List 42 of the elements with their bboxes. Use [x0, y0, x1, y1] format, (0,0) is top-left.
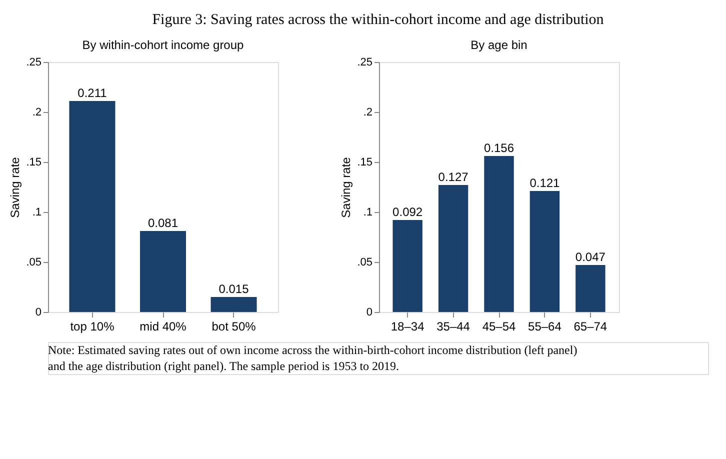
x-tick-label: top 10%: [70, 320, 115, 334]
y-tick-label: .25: [26, 56, 42, 68]
data-label: 0.211: [78, 86, 108, 100]
chart-subtitle: By within-cohort income group: [82, 38, 244, 52]
y-tick-label: .15: [357, 156, 372, 168]
x-tick-label: 18–34: [390, 320, 425, 334]
y-tick-label: .1: [32, 206, 42, 218]
bar: [210, 297, 257, 312]
data-label: 0.156: [484, 141, 514, 155]
y-tick-label: .2: [363, 106, 372, 118]
bar: [576, 265, 606, 312]
chart-subtitle: By age bin: [470, 38, 528, 52]
data-label: 0.015: [218, 282, 250, 296]
y-axis-title: Saving rate: [339, 156, 354, 218]
y-axis-title: Saving rate: [8, 156, 22, 218]
y-tick-label: .2: [32, 106, 42, 118]
data-label: 0.081: [148, 216, 178, 230]
bar: [140, 231, 186, 312]
x-tick-label: 45–54: [482, 320, 516, 334]
y-tick-label: .25: [357, 56, 372, 68]
y-tick-label: .05: [357, 256, 372, 268]
x-tick-label: bot 50%: [212, 320, 256, 334]
bar: [392, 220, 422, 312]
x-tick-label: 55–64: [528, 320, 562, 334]
y-tick-label: 0: [35, 306, 42, 318]
y-tick-label: .15: [26, 156, 42, 168]
x-tick-label: 35–44: [436, 320, 470, 334]
data-label: 0.121: [530, 176, 560, 190]
y-tick-label: .1: [363, 206, 372, 218]
data-label: 0.092: [392, 205, 423, 219]
text: Figure 3: Saving rates across the within-cohort income and age distribution: [152, 12, 604, 28]
bar: [530, 191, 560, 312]
bar: [438, 185, 468, 312]
bar: [484, 156, 514, 312]
bar: [69, 101, 116, 312]
y-tick-label: .05: [26, 256, 42, 268]
data-label: 0.127: [438, 170, 469, 184]
text: Note: Estimated saving rates out of own income across the within-birth-cohort income distribution (left panel) and the age distribution (right panel). The sample period is 1953 to 2019.: [48, 343, 578, 373]
y-tick-label: 0: [366, 306, 372, 318]
x-tick-label: mid 40%: [140, 320, 187, 334]
data-label: 0.047: [575, 250, 606, 264]
x-tick-label: 65–74: [574, 320, 608, 334]
